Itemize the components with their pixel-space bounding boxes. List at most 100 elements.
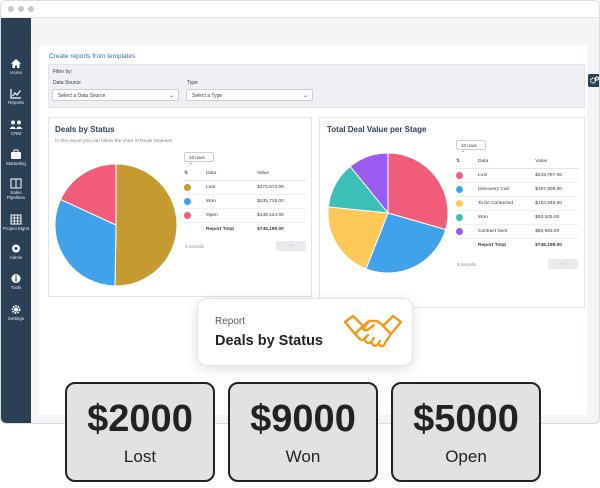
stat-label: Won [285,447,321,466]
home-icon [11,59,21,68]
pie-slice-contract-sent[interactable] [349,152,389,215]
legend-swatch [184,180,206,195]
window-dot-3[interactable] [28,6,34,12]
row-value: $93,525.00 [535,210,579,225]
rows-select-value: 10 rows [461,143,477,148]
col-value[interactable]: Value [535,155,579,169]
sidebar-item-label: Admin [9,255,23,260]
sidebar-item-label: Settings [7,316,25,321]
row-label: Open [206,208,258,223]
sidebar-item-label: Tools [10,285,22,290]
templates-title[interactable]: Create reports from templates [49,53,136,60]
sort-col[interactable]: ⇅ [184,167,206,181]
settings-tab[interactable] [588,74,599,87]
stage-rows-select[interactable]: 10 rows ⌄ [456,140,486,153]
data-source-select[interactable]: Select a Data Source ⌄ [52,89,179,101]
sidebar: Home Reports CRM Marketing Sales Pipelin… [1,18,31,423]
sidebar-item-label: Project Mgmt [2,226,30,231]
col-data[interactable]: Data [206,167,258,181]
row-value: $235,715.00 [257,194,306,209]
stage-pager[interactable]: ‹ › [548,259,578,269]
table-row[interactable]: Open $135,124.00 [184,208,306,223]
total-spacer [456,238,478,252]
swatch-icon [456,199,463,207]
window-dot-1[interactable] [8,6,14,12]
chevron-down-icon: ⌄ [168,93,174,99]
table-row[interactable]: Won $235,715.00 [184,194,306,209]
filter-label: Filter by: [53,69,73,75]
table-row[interactable]: Discovery Call $197,909.00 [456,182,579,197]
row-label: Won [206,194,258,209]
pie-slice-won[interactable] [54,198,117,287]
stat-amount: $5000 [413,398,519,440]
row-label: Lost [478,168,536,183]
report-label: Report [215,316,246,327]
sidebar-item-sales-pipelines[interactable]: Sales Pipelines [1,178,31,200]
type-select[interactable]: Select a Type ⌄ [186,89,313,101]
legend-swatch [456,224,478,239]
row-value: $135,124.00 [257,208,306,223]
gear-icon [11,305,21,314]
deal-value-stage-pie [327,152,449,274]
legend-swatch [456,196,478,211]
row-label: Won [478,210,536,225]
row-label: Discovery Call [478,182,536,197]
data-source-label: Data Source [53,80,81,86]
sidebar-item-admin[interactable]: Admin [1,243,31,260]
deals-by-status-subtitle: In this report you can follow the chart … [55,139,173,144]
sidebar-item-marketing[interactable]: Marketing [1,149,31,166]
stat-open: $5000 Open [391,382,541,482]
pie-slice-open[interactable] [59,163,117,226]
deals-rows-select[interactable]: 10 rows ⌄ [184,152,214,165]
pie-slice-lost[interactable] [114,163,178,287]
table-row[interactable]: Lost $219,797.00 [456,168,579,183]
col-value[interactable]: Value [257,167,306,181]
legend-swatch [456,210,478,225]
table-total-row: Report Total $745,199.00 [184,222,306,236]
swatch-icon [456,213,463,221]
stat-label: Lost [123,447,157,466]
total-label: Report Total [478,242,506,248]
briefcase-icon [11,149,21,159]
columns-icon [10,178,22,189]
sidebar-item-settings[interactable]: Settings [1,304,31,321]
type-value: Select a Type [192,93,223,99]
table-row[interactable]: To be Contacted $153,946.00 [456,196,579,211]
deals-pager[interactable]: ‹ › [276,241,306,251]
pie-slice-to-be-contacted[interactable] [327,206,389,270]
chart-icon [10,89,21,99]
deals-records-count: 3 records [185,244,204,249]
total-value: $745,199.00 [257,226,284,232]
legend-swatch [184,194,206,209]
report-title: Deals by Status [215,333,323,349]
sidebar-item-home[interactable]: Home [1,58,31,75]
info-icon [11,274,21,283]
sidebar-item-label: CRM [10,131,22,136]
col-data[interactable]: Data [478,155,536,169]
sidebar-item-label: Sales Pipelines [6,190,26,200]
row-value: $374,672.00 [257,180,306,195]
sidebar-item-tools[interactable]: Tools [1,273,31,290]
sidebar-item-crm[interactable]: CRM [1,119,31,136]
report-card[interactable]: Report Deals by Status [197,298,413,366]
swatch-icon [456,171,463,179]
gear-icon [589,76,599,84]
swatch-icon [456,227,463,235]
sidebar-item-reports[interactable]: Reports [1,88,31,105]
pie-slice-lost[interactable] [387,152,449,231]
sidebar-item-project-mgmt[interactable]: Project Mgmt [1,214,31,231]
sidebar-item-label: Marketing [6,161,26,166]
table-row[interactable]: Contract Sent $80,983.00 [456,224,579,239]
window-dot-2[interactable] [18,6,24,12]
pie-slice-discovery-call[interactable] [365,212,447,274]
users-icon [9,120,23,129]
row-label: To be Contacted [478,196,536,211]
type-label: Type [187,80,198,86]
table-row[interactable]: Won $93,525.00 [456,210,579,225]
legend-swatch [456,168,478,183]
title-bar [1,1,599,18]
row-value: $153,946.00 [535,196,579,211]
sort-col[interactable]: ⇅ [456,155,478,169]
table-row[interactable]: Lost $374,672.00 [184,180,306,195]
swatch-icon [184,197,191,205]
